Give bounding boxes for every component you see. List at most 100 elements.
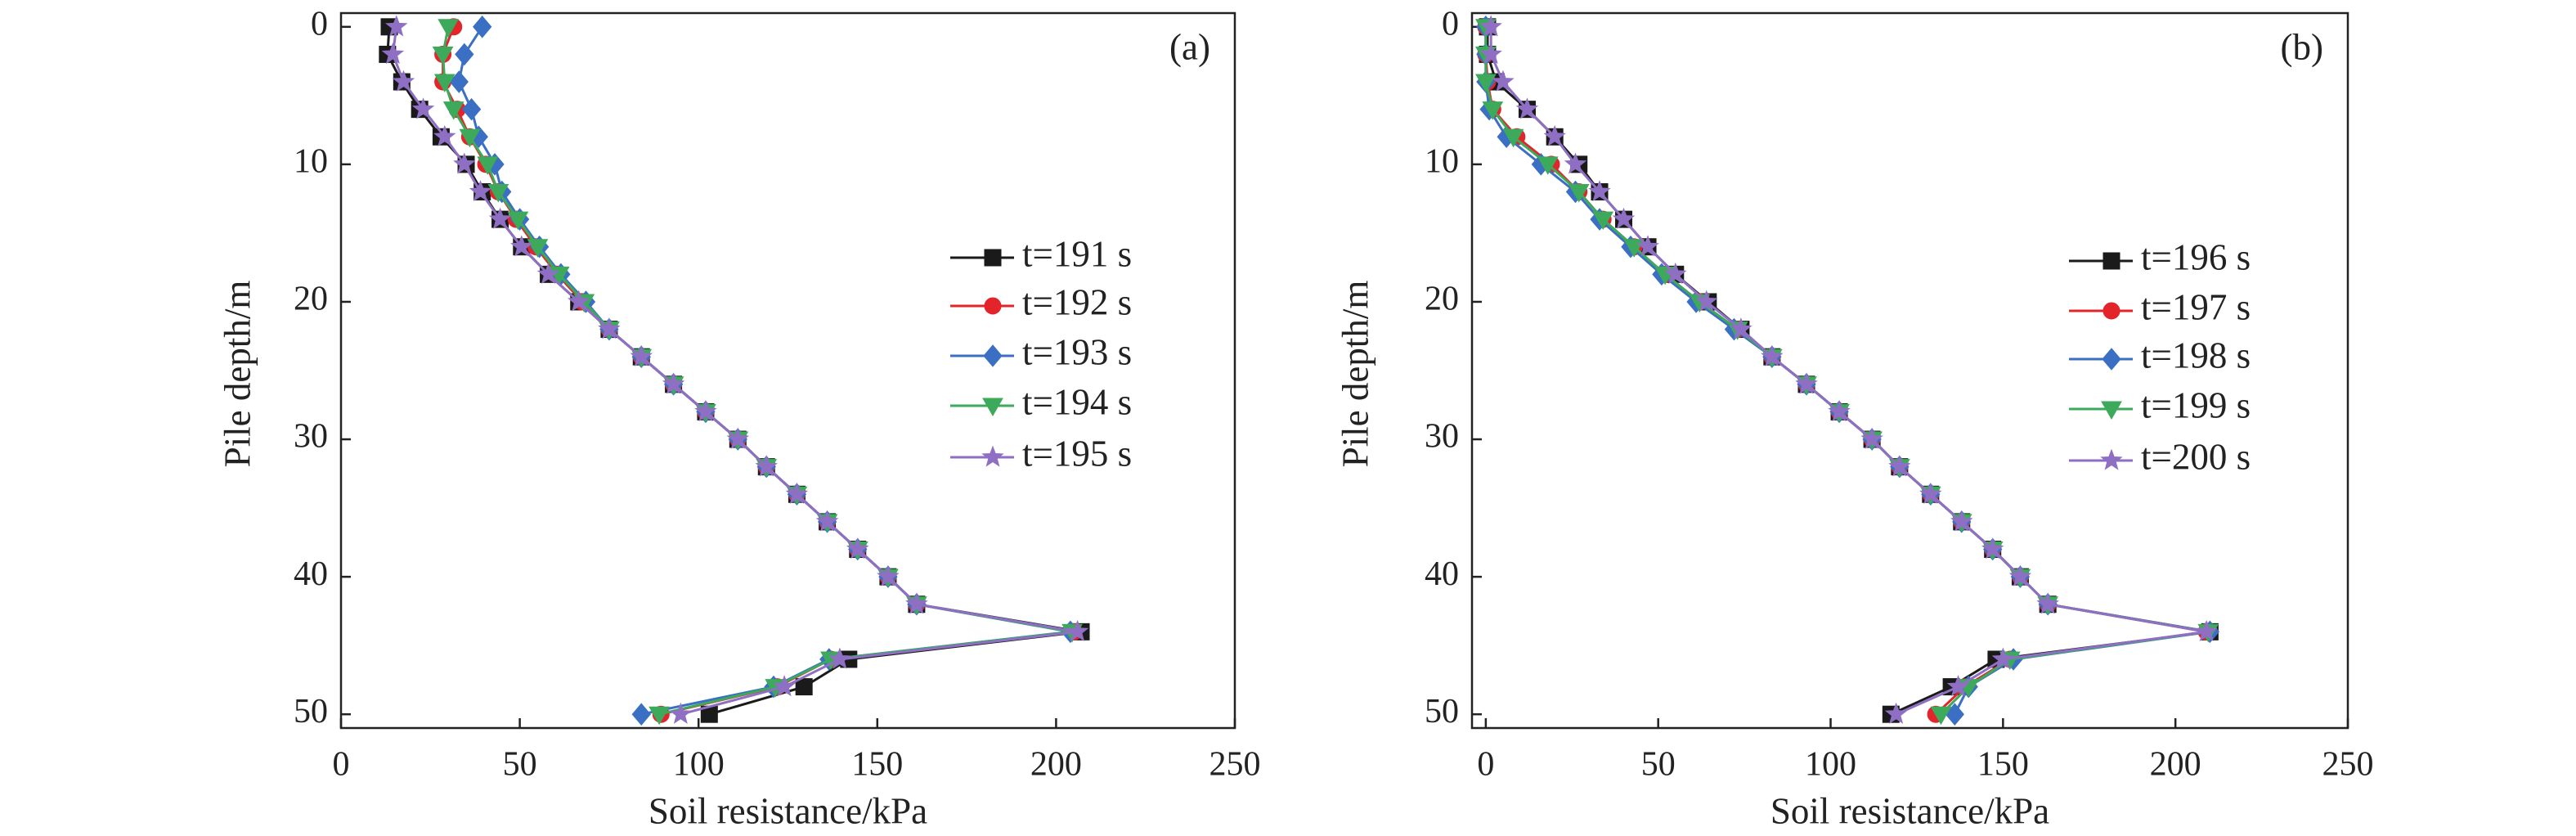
marker xyxy=(442,101,464,120)
y-tick-label: 30 xyxy=(294,418,328,456)
marker xyxy=(2103,302,2120,320)
x-tick-label: 0 xyxy=(333,746,350,784)
y-axis-label: Pile depth/m xyxy=(217,281,258,468)
panel-label: (b) xyxy=(2281,26,2323,67)
y-tick-label: 20 xyxy=(294,281,328,318)
marker xyxy=(1588,180,1611,202)
marker xyxy=(433,124,456,146)
x-axis-label: Soil resistance/kPa xyxy=(1770,790,2049,831)
marker xyxy=(1479,43,1502,65)
marker xyxy=(1636,235,1659,257)
marker xyxy=(598,317,621,339)
marker xyxy=(2195,619,2218,642)
marker xyxy=(1730,317,1752,339)
marker xyxy=(662,372,685,394)
marker xyxy=(1543,124,1566,146)
marker xyxy=(669,702,693,724)
marker xyxy=(1930,706,1952,726)
marker xyxy=(527,239,549,258)
marker xyxy=(1884,702,1908,724)
marker xyxy=(1946,675,1970,697)
marker xyxy=(453,152,476,174)
marker xyxy=(568,290,590,312)
x-tick-label: 100 xyxy=(1805,746,1856,784)
panel-label: (a) xyxy=(1169,26,1210,67)
y-axis-label: Pile depth/m xyxy=(1335,281,1376,468)
y-tick-label: 50 xyxy=(294,693,328,730)
series-line xyxy=(1484,26,2209,716)
marker xyxy=(1568,184,1590,203)
y-tick-label: 10 xyxy=(294,143,328,181)
y-tick-label: 0 xyxy=(1442,5,1459,43)
x-tick-label: 50 xyxy=(1641,746,1676,784)
legend-label: t=192 s xyxy=(1022,281,1132,322)
plot-frame xyxy=(339,11,1236,730)
x-tick-label: 50 xyxy=(503,746,537,784)
marker xyxy=(381,43,405,65)
marker xyxy=(828,647,851,669)
marker xyxy=(981,445,1004,467)
marker xyxy=(449,70,469,93)
marker xyxy=(1482,101,1504,120)
marker xyxy=(1795,372,1818,394)
marker xyxy=(473,16,492,38)
legend-label: t=198 s xyxy=(2141,335,2251,375)
plot-frame xyxy=(1470,11,2349,730)
x-axis-label: Soil resistance/kPa xyxy=(648,790,927,831)
marker xyxy=(2008,564,2032,587)
marker xyxy=(477,156,499,175)
marker xyxy=(507,211,529,231)
marker xyxy=(755,455,778,477)
marker xyxy=(773,675,796,697)
marker xyxy=(1479,15,1502,37)
marker xyxy=(469,180,492,202)
marker xyxy=(1612,207,1636,229)
marker xyxy=(1950,510,1973,532)
marker xyxy=(385,15,408,37)
marker xyxy=(1537,156,1559,175)
marker xyxy=(461,97,482,121)
marker xyxy=(1991,647,2015,669)
marker xyxy=(510,235,533,257)
marker xyxy=(984,297,1002,315)
marker xyxy=(1664,262,1687,285)
marker xyxy=(411,97,435,119)
x-tick-label: 200 xyxy=(1030,746,1082,784)
marker xyxy=(1981,537,2004,560)
marker xyxy=(630,344,653,366)
marker xyxy=(1828,400,1851,422)
marker xyxy=(1502,128,1524,148)
series-line xyxy=(442,26,1073,716)
marker xyxy=(1695,290,1718,312)
marker xyxy=(631,703,651,726)
y-tick-label: 10 xyxy=(1425,143,1459,181)
marker xyxy=(1888,455,1911,477)
x-tick-label: 200 xyxy=(2150,746,2201,784)
marker xyxy=(983,344,1003,367)
marker xyxy=(877,564,900,587)
series-line xyxy=(1484,26,2210,715)
marker xyxy=(433,74,456,93)
marker xyxy=(982,398,1003,417)
y-tick-label: 20 xyxy=(1425,281,1459,318)
legend-label: t=191 s xyxy=(1022,233,1132,274)
marker xyxy=(1592,211,1614,231)
x-tick-label: 100 xyxy=(673,746,725,784)
series-line xyxy=(1486,26,2210,716)
marker xyxy=(459,128,481,148)
x-tick-label: 250 xyxy=(1209,746,1261,784)
marker xyxy=(432,46,454,65)
series-line xyxy=(1484,26,2207,716)
y-tick-label: 30 xyxy=(1425,418,1459,456)
series-line xyxy=(386,26,1082,716)
y-tick-label: 50 xyxy=(1425,693,1459,730)
marker xyxy=(536,262,560,285)
marker xyxy=(1919,482,1942,504)
legend-label: t=196 s xyxy=(2141,236,2251,277)
marker xyxy=(815,510,839,532)
marker xyxy=(438,19,460,38)
y-tick-label: 40 xyxy=(294,555,328,593)
marker xyxy=(1564,152,1587,174)
